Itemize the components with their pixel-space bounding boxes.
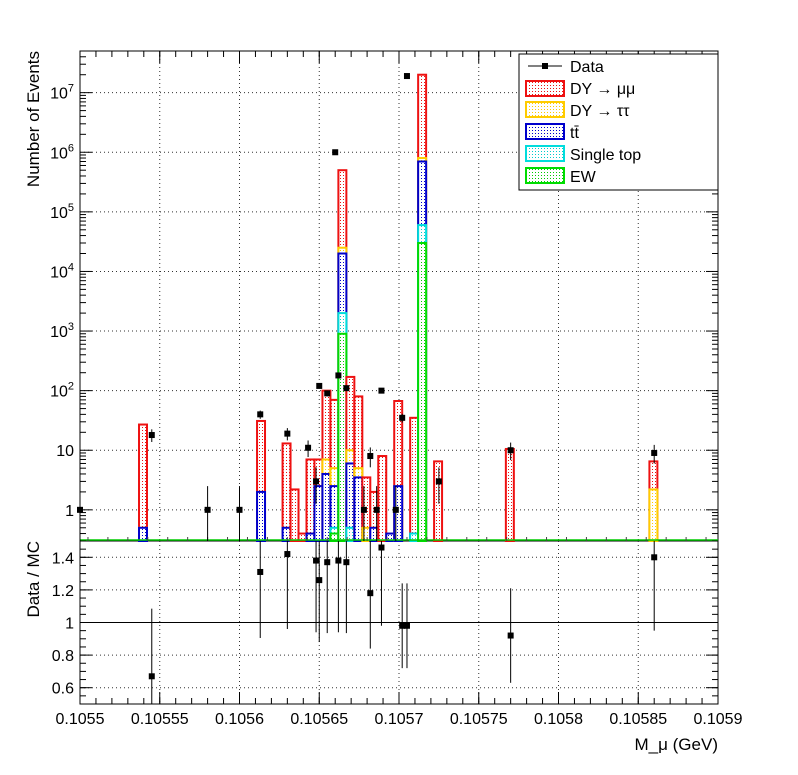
legend-swatch-single-top [525, 145, 565, 162]
y-tick-label: 102 [50, 381, 74, 401]
bar-ttbar [256, 490, 267, 542]
x-tick-label: 0.10565 [290, 711, 348, 728]
upper-y-axis-title: Number of Events [24, 51, 43, 187]
data-point [403, 73, 410, 80]
ratio-y-tick-label: 0.8 [52, 648, 74, 665]
ratio-point [324, 559, 331, 566]
bar-dy-mumu [305, 458, 316, 543]
ratio-point [335, 557, 342, 564]
bar-dy-mumu [138, 423, 148, 542]
data-point [392, 506, 399, 513]
bar-dy-mumu [433, 460, 444, 542]
data-point [435, 478, 442, 485]
data-point [651, 449, 658, 456]
legend-swatch-ew [525, 167, 565, 184]
x-tick-label: 0.1058 [534, 711, 583, 728]
ratio-point [316, 577, 323, 584]
data-point [305, 444, 312, 451]
data-point [257, 411, 264, 418]
ratio-y-tick-label: 0.6 [52, 681, 74, 698]
ratio-point [507, 632, 514, 639]
x-tick-label: 0.1056 [215, 711, 264, 728]
y-tick-label: 106 [50, 142, 74, 162]
bar-dy-mumu [409, 416, 420, 542]
data-point [373, 506, 380, 513]
data-point [343, 385, 350, 392]
data-point [148, 432, 155, 439]
ratio-y-tick-label: 1 [65, 616, 74, 633]
bar-ew [337, 332, 348, 542]
data-point [332, 149, 339, 156]
data-point [236, 506, 243, 513]
bar-ttbar [138, 526, 148, 543]
data-point [204, 506, 211, 513]
ratio-point [651, 554, 658, 561]
ratio-point [403, 622, 410, 629]
bar-dy-mumu [281, 442, 292, 543]
legend-entry-dy-mumu: DY → μμ [525, 80, 635, 98]
legend-entry-dy-tautau: DY → ττ [525, 101, 630, 120]
ratio-points [148, 541, 658, 704]
legend-entry-ttbar: tt̄ [525, 123, 579, 142]
bar-dy-mumu [289, 488, 300, 542]
ratio-y-tick-label: 1.2 [52, 583, 74, 600]
legend-entry-single-top: Single top [525, 145, 641, 164]
legend-label-ew: EW [570, 169, 597, 186]
ratio-y-tick-label: 1.4 [52, 550, 74, 567]
data-point [316, 382, 323, 389]
legend-label-dy-tautau: DY → ττ [570, 103, 630, 120]
ratio-point [284, 551, 291, 558]
ratio-point [313, 557, 320, 564]
x-tick-label: 0.10555 [131, 711, 189, 728]
x-axis-title: M_μ (GeV) [635, 735, 718, 754]
legend-data-marker [542, 63, 548, 69]
x-tick-label: 0.10575 [450, 711, 508, 728]
axis-ticks: 0.1055 0.10555 0.1056 0.10565 0.1057 0.10575 0… [50, 50, 743, 728]
data-point [399, 414, 406, 421]
legend-swatch-dy-tautau [525, 101, 565, 118]
data-point [507, 447, 514, 454]
bar-ttbar [321, 472, 332, 543]
data-point [324, 390, 331, 397]
y-tick-label: 104 [50, 261, 74, 281]
x-tick-label: 0.1057 [375, 711, 424, 728]
legend-entry-data: Data [528, 59, 604, 76]
bar-dy-mumu [377, 455, 388, 542]
y-tick-label: 105 [50, 202, 74, 222]
data-point [360, 506, 367, 513]
bar-dy-tautau [648, 488, 659, 542]
data-point [313, 478, 320, 485]
legend-swatch-dy-mumu [525, 80, 565, 97]
data-point [367, 453, 374, 460]
data-point [284, 430, 291, 437]
y-tick-label: 103 [50, 321, 74, 341]
y-tick-label: 107 [50, 83, 74, 103]
legend-label-single-top: Single top [570, 147, 641, 164]
legend-label-ttbar: tt̄ [570, 125, 579, 142]
legend: Data DY → μμ DY → ττ tt̄ Single top EW [518, 53, 719, 191]
y-tick-label: 10 [56, 443, 74, 460]
x-tick-label: 0.1059 [694, 711, 743, 728]
ratio-point [257, 568, 264, 575]
legend-swatch-ttbar [525, 123, 565, 140]
ratio-point [378, 544, 385, 551]
bar-ttbar [281, 526, 292, 543]
legend-label-data: Data [570, 59, 604, 76]
x-tick-label: 0.1055 [56, 711, 105, 728]
legend-entry-ew: EW [525, 167, 597, 186]
bar-ew [417, 242, 428, 542]
bar-ttbar [393, 485, 404, 542]
ratio-point [367, 590, 374, 597]
bar-dy-mumu [504, 447, 515, 543]
legend-label-dy-mumu: DY → μμ [570, 81, 635, 98]
ratio-point [148, 673, 155, 680]
y-tick-label: 1 [65, 503, 74, 520]
data-point [378, 387, 385, 394]
ratio-point [399, 622, 406, 629]
x-tick-label: 0.10585 [609, 711, 667, 728]
data-point [335, 372, 342, 379]
lower-y-axis-title: Data / MC [24, 541, 43, 618]
ratio-point [343, 559, 350, 566]
